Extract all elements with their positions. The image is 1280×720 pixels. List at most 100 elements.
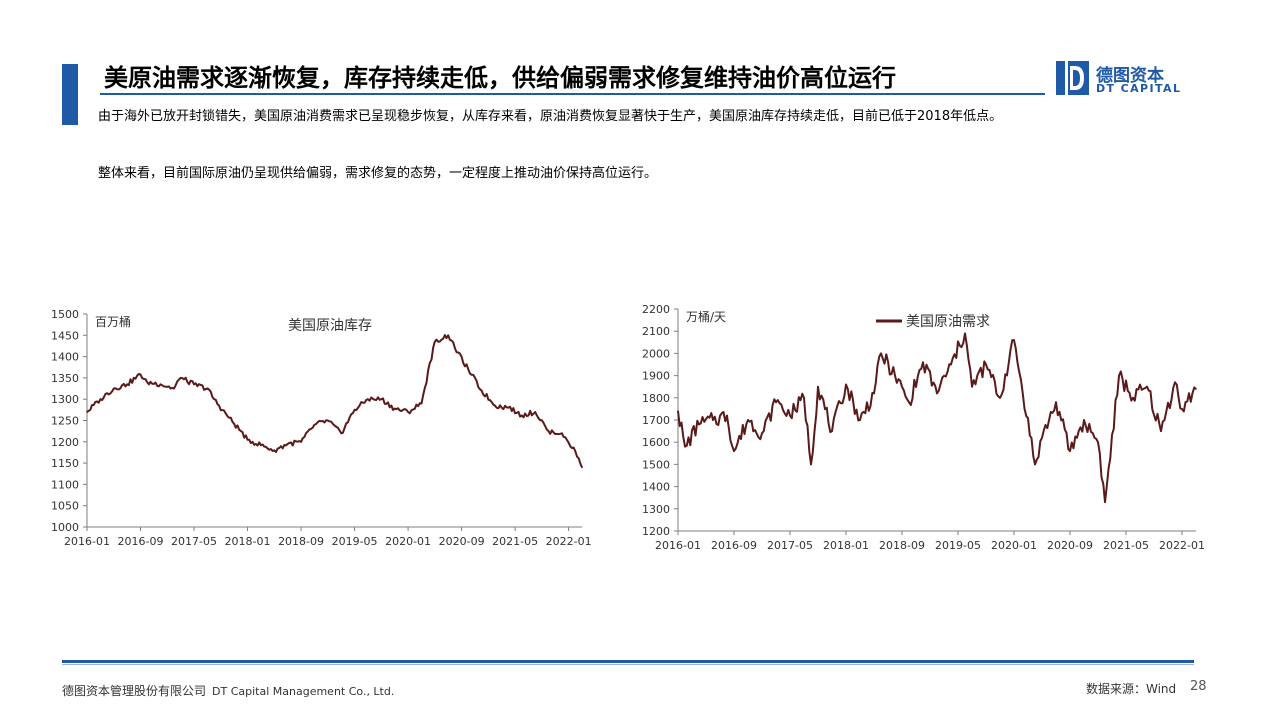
y-tick-label: 1200 xyxy=(642,525,670,538)
x-tick-label: 2016-01 xyxy=(655,539,701,552)
data-point xyxy=(240,430,242,432)
x-tick-label: 2016-09 xyxy=(711,539,757,552)
footer-company: 德图资本管理股份有限公司 DT Capital Management Co., L… xyxy=(62,682,394,699)
data-point xyxy=(300,441,302,443)
y-tick-label: 1200 xyxy=(51,436,79,449)
data-point xyxy=(950,363,952,366)
data-point xyxy=(1034,463,1036,466)
data-point xyxy=(407,411,409,413)
data-point xyxy=(286,443,289,445)
data-point xyxy=(340,432,343,435)
data-point xyxy=(534,411,536,413)
data-point xyxy=(1174,381,1176,384)
company-logo: 德图资本 DT CAPITAL xyxy=(1056,61,1188,97)
data-point xyxy=(1195,388,1197,390)
data-point xyxy=(313,424,316,426)
logo-text-en: DT CAPITAL xyxy=(1096,82,1182,95)
data-point xyxy=(1055,401,1057,403)
data-point xyxy=(894,374,896,377)
title-accent-bar xyxy=(62,64,78,125)
data-point xyxy=(507,406,510,409)
slide-title: 美原油需求逐渐恢复，库存持续走低，供给偏弱需求修复维持油价高位运行 xyxy=(104,64,896,92)
data-point xyxy=(226,415,229,417)
data-point xyxy=(260,444,262,446)
y-tick-label: 1500 xyxy=(642,458,670,471)
data-point xyxy=(698,423,700,426)
data-point xyxy=(467,368,470,371)
y-tick-label: 1300 xyxy=(642,503,670,516)
data-point xyxy=(353,409,356,411)
data-point xyxy=(561,432,563,435)
data-point xyxy=(1097,441,1099,443)
data-point xyxy=(677,410,679,412)
data-point xyxy=(810,463,812,466)
data-point xyxy=(454,347,456,349)
data-point xyxy=(747,419,749,421)
data-point xyxy=(873,392,875,395)
legend-label: 美国原油需求 xyxy=(906,314,990,330)
x-tick-label: 2020-01 xyxy=(991,539,1037,552)
data-point xyxy=(447,334,450,337)
data-point xyxy=(193,383,195,386)
x-tick-label: 2016-01 xyxy=(64,535,110,548)
y-tick-label: 2100 xyxy=(642,325,670,338)
body-paragraph-1: 由于海外已放开封锁错失，美国原油消费需求已呈现稳步恢复，从库存来看，原油消费恢复… xyxy=(98,109,1003,124)
unit-label: 百万桶 xyxy=(95,314,131,329)
logo-text-cn: 德图资本 xyxy=(1096,66,1164,86)
data-point xyxy=(1146,385,1148,388)
x-tick-label: 2021-05 xyxy=(492,535,538,548)
data-point xyxy=(420,402,423,405)
data-point xyxy=(581,466,583,469)
data-point xyxy=(494,404,496,407)
data-point xyxy=(380,398,383,400)
unit-label: 万桶/天 xyxy=(686,309,726,324)
y-tick-label: 1450 xyxy=(51,329,79,342)
y-tick-label: 1050 xyxy=(51,500,79,513)
data-point xyxy=(999,397,1001,399)
data-point xyxy=(146,381,148,383)
data-point xyxy=(206,387,209,390)
data-point xyxy=(139,373,142,376)
x-tick-label: 2018-01 xyxy=(225,535,271,548)
x-tick-label: 2018-01 xyxy=(823,539,869,552)
body-paragraph-2: 整体来看，目前国际原油仍呈现供给偏弱，需求修复的态势，一定程度上推动油价保持高位… xyxy=(98,166,658,181)
data-point xyxy=(964,332,966,335)
data-point xyxy=(273,449,276,452)
y-tick-label: 1800 xyxy=(642,392,670,405)
data-point xyxy=(789,414,791,417)
data-point xyxy=(859,419,861,421)
data-source: 数据来源：Wind xyxy=(1086,682,1177,696)
y-tick-label: 1300 xyxy=(51,393,79,406)
y-tick-label: 1500 xyxy=(51,308,79,321)
data-point xyxy=(113,387,115,390)
data-point xyxy=(712,419,714,421)
data-point xyxy=(922,361,924,364)
data-point xyxy=(936,392,938,395)
data-point xyxy=(1181,408,1183,410)
data-point xyxy=(817,385,819,388)
data-point xyxy=(761,432,763,435)
y-tick-label: 2200 xyxy=(642,303,670,316)
footer-company-cn: 德图资本管理股份有限公司 xyxy=(62,684,207,698)
x-tick-label: 2019-05 xyxy=(935,539,981,552)
data-point xyxy=(327,419,329,422)
y-tick-label: 1400 xyxy=(642,481,670,494)
data-point xyxy=(775,401,777,403)
x-tick-label: 2020-01 xyxy=(385,535,431,548)
title-underline xyxy=(100,93,1045,95)
data-point xyxy=(126,383,128,386)
data-point xyxy=(99,398,102,400)
data-point xyxy=(173,387,175,390)
data-point xyxy=(480,389,483,392)
data-point xyxy=(547,430,550,432)
data-point xyxy=(733,450,735,452)
x-tick-label: 2017-05 xyxy=(171,535,217,548)
x-tick-label: 2022-01 xyxy=(1159,539,1205,552)
data-point xyxy=(908,401,910,403)
data-point xyxy=(1132,397,1134,399)
series-line xyxy=(677,332,1197,504)
data-point xyxy=(971,385,973,388)
data-point xyxy=(574,450,577,452)
footer-company-en: DT Capital Management Co., Ltd. xyxy=(212,685,395,698)
demand-chart: 1200 1300 1400 1500 1600 1700 1800 1900 2000 2100… xyxy=(642,303,1205,552)
